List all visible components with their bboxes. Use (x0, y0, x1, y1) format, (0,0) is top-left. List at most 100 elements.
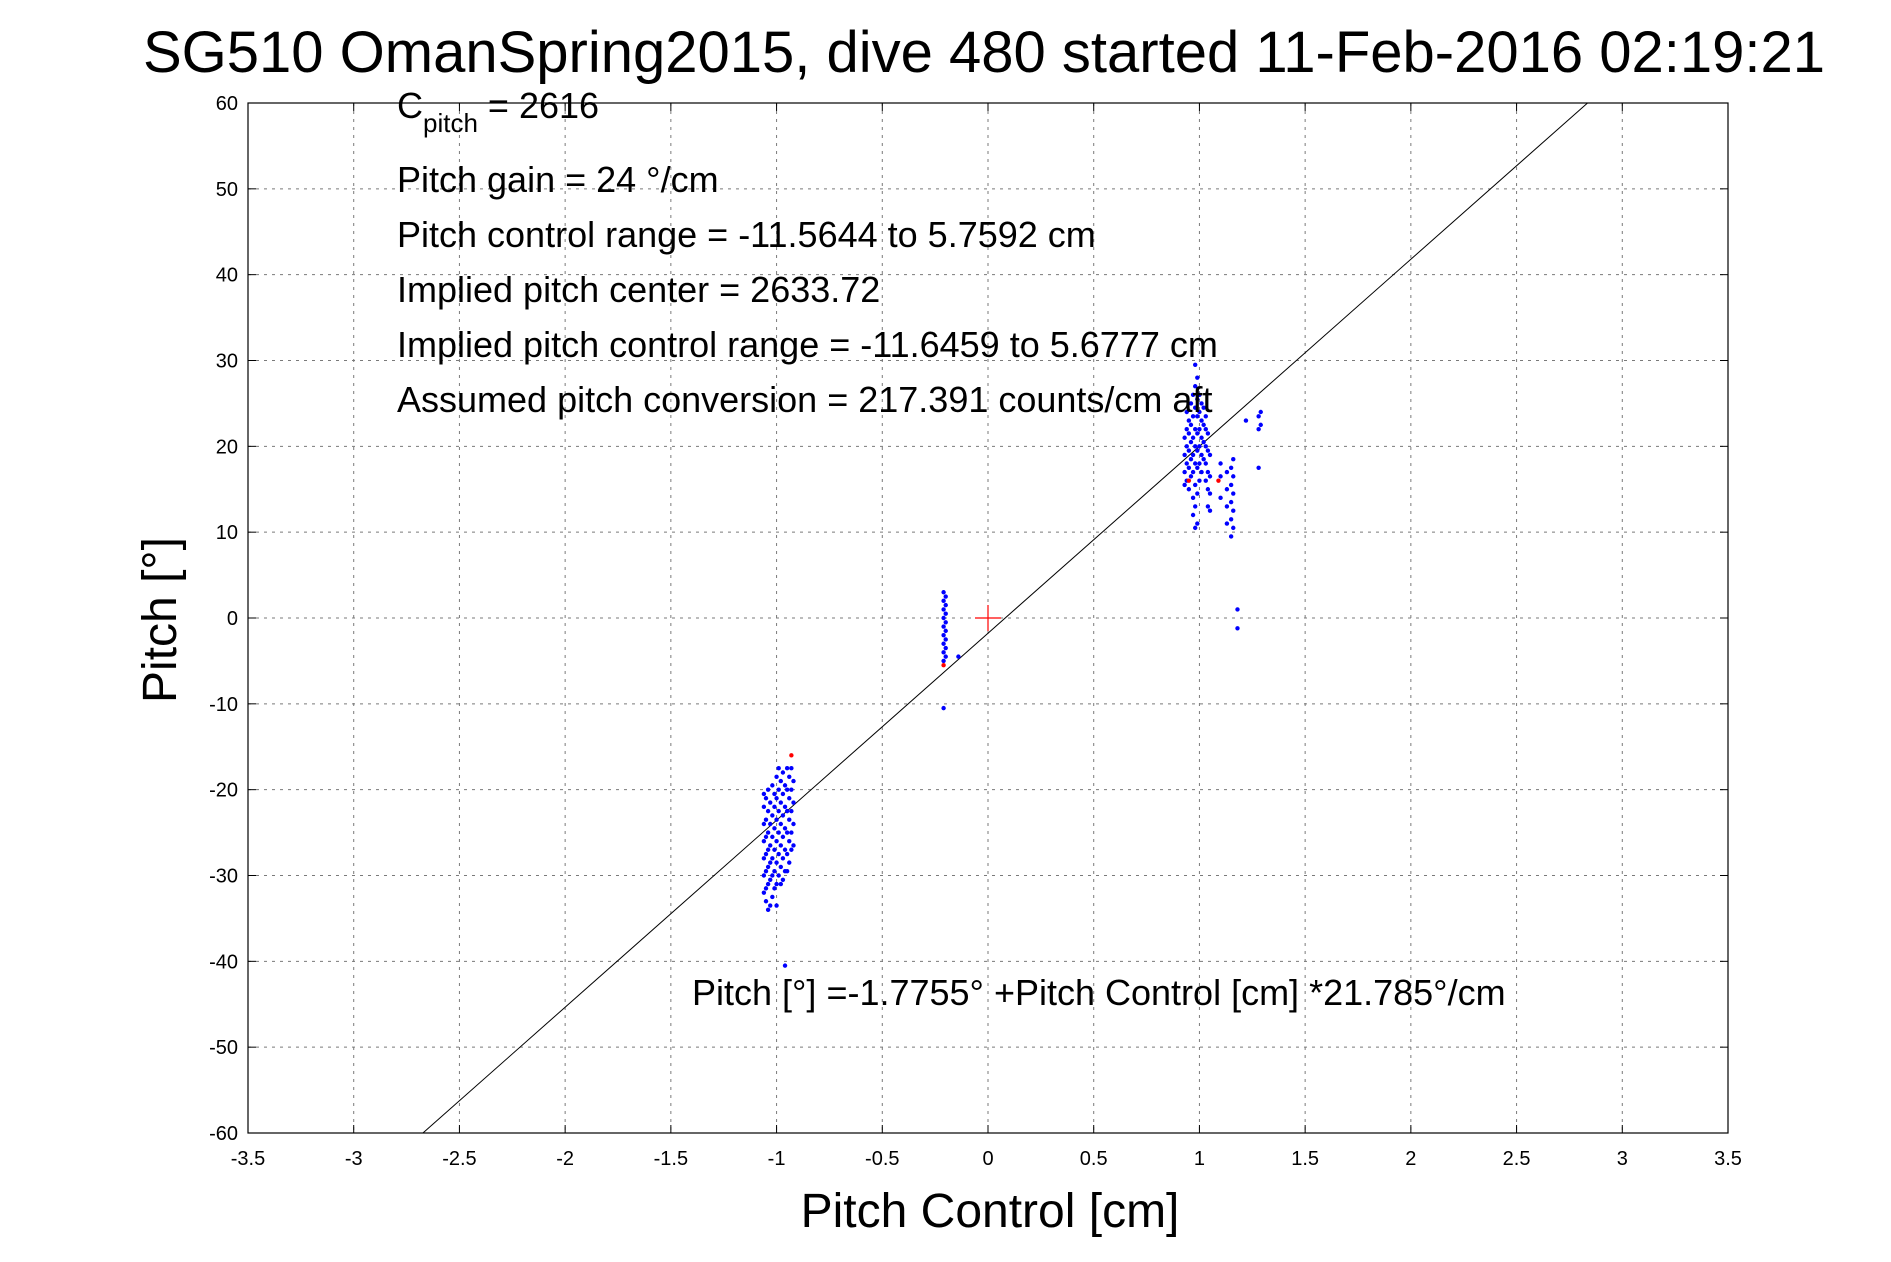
data-point (765, 787, 771, 792)
data-point (1195, 431, 1200, 436)
pitch-control-range-annotation: Pitch control range = -11.5644 to 5.7592… (397, 214, 1096, 255)
x-tick-label: 0.5 (1080, 1148, 1108, 1170)
data-point (1207, 474, 1213, 479)
data-point (774, 796, 779, 801)
data-point (778, 864, 783, 870)
data-point (768, 903, 773, 908)
data-point (763, 817, 769, 822)
data-point (774, 860, 779, 865)
data-point (1203, 414, 1208, 419)
data-point (776, 766, 781, 771)
data-point (1186, 418, 1192, 423)
data-point (1186, 431, 1192, 436)
data-point (1256, 426, 1261, 432)
x-tick-label: -0.5 (865, 1148, 899, 1170)
data-point (763, 899, 769, 904)
data-point (789, 847, 794, 852)
data-point (1224, 487, 1230, 492)
flagged-data-point (789, 753, 794, 758)
data-point (1203, 461, 1208, 466)
data-point (943, 645, 948, 651)
data-point (1258, 409, 1263, 415)
data-point (1203, 444, 1208, 449)
data-point (1188, 401, 1194, 406)
data-point (1182, 452, 1187, 458)
c-pitch-value: = 2616 (478, 85, 599, 126)
c-pitch-main: C (397, 85, 423, 126)
x-tick-label: 2 (1405, 1148, 1416, 1170)
data-point (1193, 384, 1198, 389)
data-point (1197, 444, 1202, 449)
data-point (943, 602, 948, 608)
data-point (761, 804, 767, 810)
y-tick-label: -20 (209, 780, 238, 802)
data-point (787, 774, 792, 779)
y-axis-label: Pitch [°] (134, 537, 187, 703)
data-point (1218, 461, 1223, 466)
data-point (784, 766, 790, 771)
c-pitch-subscript: pitch (423, 108, 478, 138)
data-point (1201, 405, 1206, 410)
flagged-data-point (1186, 478, 1192, 483)
data-point (789, 787, 794, 792)
data-point (1193, 461, 1198, 466)
data-point (763, 886, 769, 891)
data-point (791, 843, 796, 848)
data-point (776, 808, 781, 814)
data-point (1205, 487, 1211, 492)
data-point (1193, 362, 1198, 367)
data-point (765, 864, 771, 870)
data-point (1197, 461, 1202, 466)
data-point (1228, 534, 1234, 539)
data-point (763, 834, 769, 840)
y-tick-label: -40 (209, 951, 238, 973)
data-point (941, 615, 946, 621)
data-point (763, 869, 769, 874)
data-point (770, 783, 775, 788)
y-tick-label: 30 (216, 351, 238, 373)
data-point (1186, 487, 1192, 492)
data-point (761, 873, 767, 878)
data-point (768, 877, 773, 882)
data-point (770, 834, 775, 840)
data-point (1231, 474, 1236, 479)
data-point (1193, 405, 1198, 410)
data-point (782, 963, 788, 968)
data-point (770, 856, 775, 861)
data-point (787, 838, 792, 844)
data-point (1201, 457, 1206, 462)
data-point (772, 826, 777, 831)
data-point (789, 808, 794, 814)
data-point (1228, 499, 1234, 505)
data-point (1205, 431, 1211, 436)
data-point (778, 843, 783, 848)
data-point (1182, 435, 1187, 440)
data-point (943, 594, 948, 599)
x-tick-label: -1.5 (654, 1148, 688, 1170)
data-point (1256, 414, 1261, 419)
implied-center-annotation: Implied pitch center = 2633.72 (397, 269, 880, 310)
data-point (1195, 396, 1200, 402)
data-point (1184, 444, 1189, 449)
chart-title: SG510 OmanSpring2015, dive 480 started 1… (143, 20, 1825, 85)
data-point (1201, 422, 1206, 428)
data-point (1195, 448, 1200, 453)
data-point (943, 628, 948, 634)
data-point (765, 881, 771, 887)
data-point (1228, 465, 1234, 470)
data-point (1193, 444, 1198, 449)
data-point (1224, 504, 1230, 509)
data-point (780, 791, 786, 797)
data-point (1231, 491, 1236, 496)
data-point (956, 654, 961, 659)
data-point (1218, 495, 1223, 501)
data-point (774, 903, 779, 908)
fit-equation-annotation: Pitch [°] =-1.7755° +Pitch Control [cm] … (692, 972, 1506, 1013)
data-point (1197, 478, 1202, 483)
data-point (1235, 607, 1240, 612)
data-point (761, 890, 767, 895)
data-point (1256, 465, 1261, 470)
data-point (782, 847, 788, 852)
data-point (1190, 392, 1196, 398)
